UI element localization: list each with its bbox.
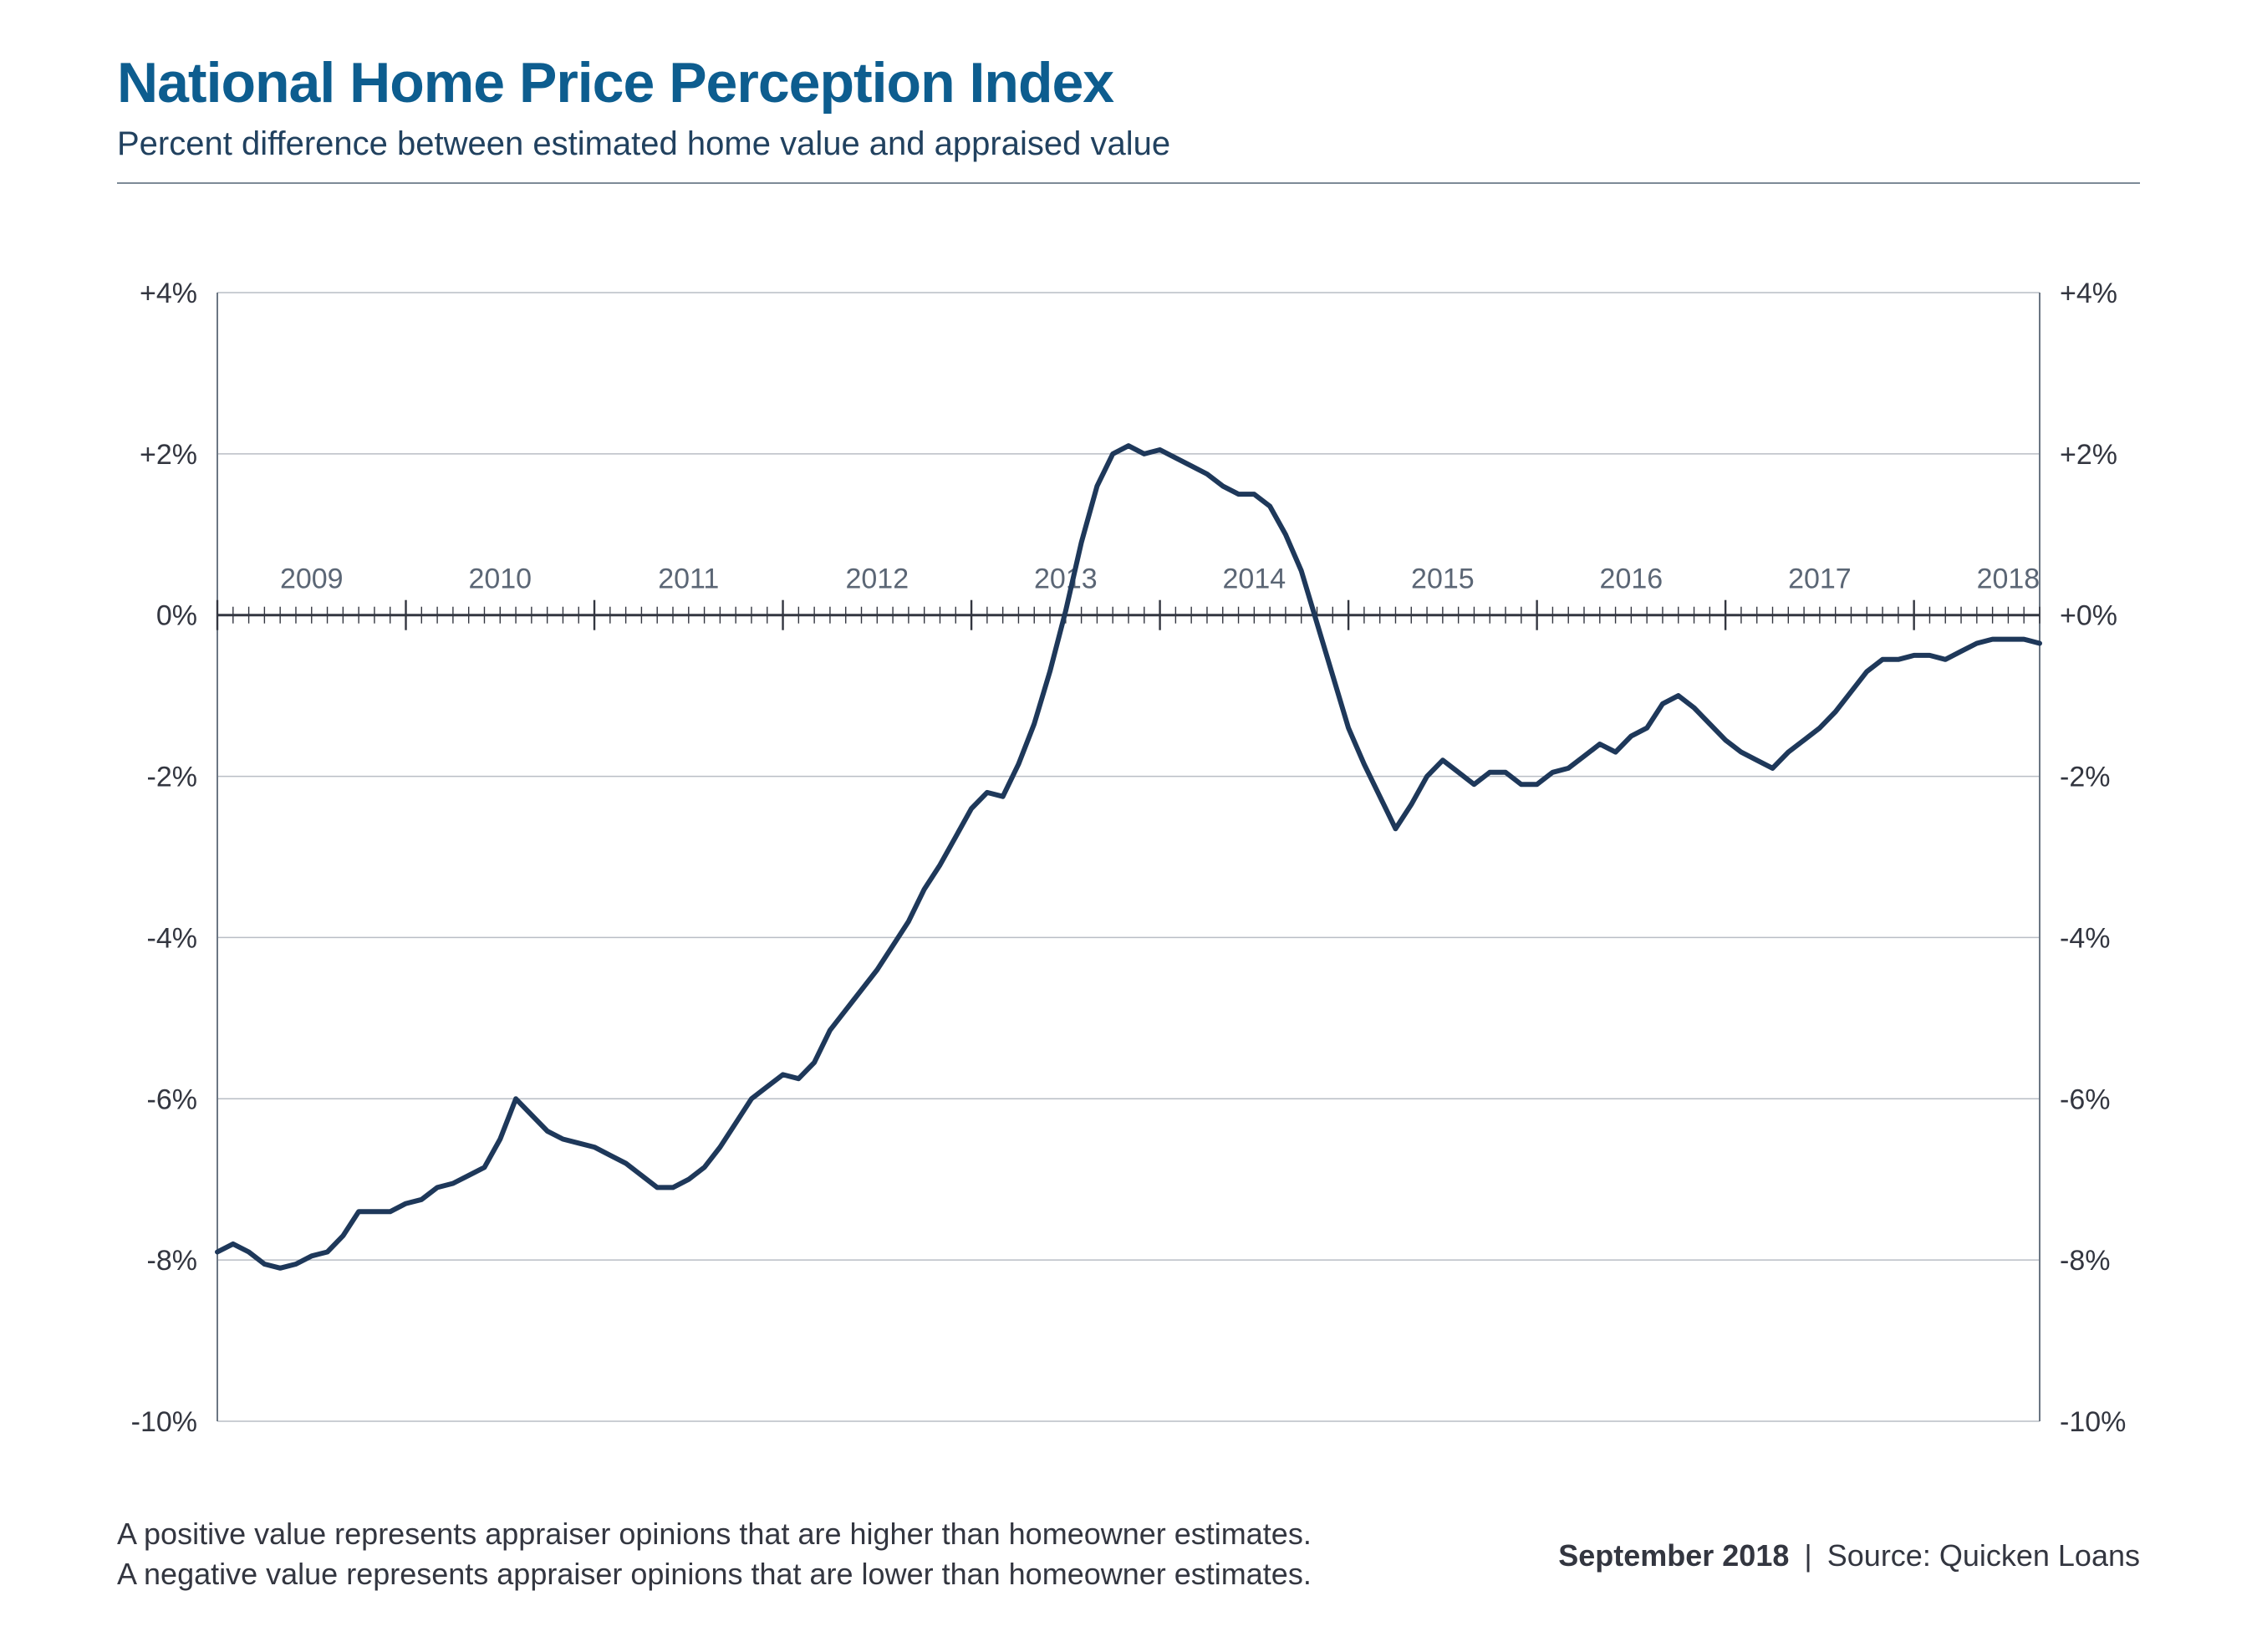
- year-label: 2013: [1034, 563, 1098, 595]
- ytick-left: +2%: [140, 439, 197, 471]
- ytick-left: -2%: [147, 762, 197, 793]
- caption-line-2: A negative value represents appraiser op…: [117, 1557, 1312, 1592]
- year-label: 2012: [845, 563, 909, 595]
- ytick-left: 0%: [156, 600, 197, 632]
- footer: September 2018 | Source: Quicken Loans: [1558, 1538, 2140, 1573]
- line-chart: 2009 2010 2011 2012 2013 2014 2015 2016 2017 2018…: [117, 268, 2140, 1471]
- footer-source: Source: Quicken Loans: [1827, 1538, 2140, 1573]
- ytick-left: -4%: [147, 922, 197, 954]
- footer-separator: |: [1804, 1538, 1811, 1573]
- year-label: 2018: [1977, 563, 2040, 595]
- ytick-right: -2%: [2060, 762, 2110, 793]
- ytick-right: +4%: [2060, 278, 2117, 309]
- chart-subtitle: Percent difference between estimated hom…: [117, 125, 1170, 163]
- ytick-right: -6%: [2060, 1083, 2110, 1115]
- ytick-right: +0%: [2060, 600, 2117, 632]
- year-label: 2014: [1223, 563, 1286, 595]
- year-label: 2017: [1788, 563, 1852, 595]
- ytick-right: -4%: [2060, 922, 2110, 954]
- ytick-left: -10%: [131, 1406, 197, 1438]
- ytick-right: -10%: [2060, 1406, 2126, 1438]
- ytick-left: -8%: [147, 1245, 197, 1277]
- ytick-left: +4%: [140, 278, 197, 309]
- year-label: 2016: [1600, 563, 1663, 595]
- chart-title: National Home Price Perception Index: [117, 50, 1113, 115]
- caption-line-1: A positive value represents appraiser op…: [117, 1517, 1312, 1552]
- header-rule: [117, 182, 2140, 184]
- year-label: 2010: [468, 563, 532, 595]
- ytick-left: -6%: [147, 1083, 197, 1115]
- footer-date: September 2018: [1558, 1538, 1789, 1573]
- year-label: 2011: [658, 563, 719, 595]
- year-label: 2009: [280, 563, 344, 595]
- ytick-right: -8%: [2060, 1245, 2110, 1277]
- year-label: 2015: [1411, 563, 1475, 595]
- ytick-right: +2%: [2060, 439, 2117, 471]
